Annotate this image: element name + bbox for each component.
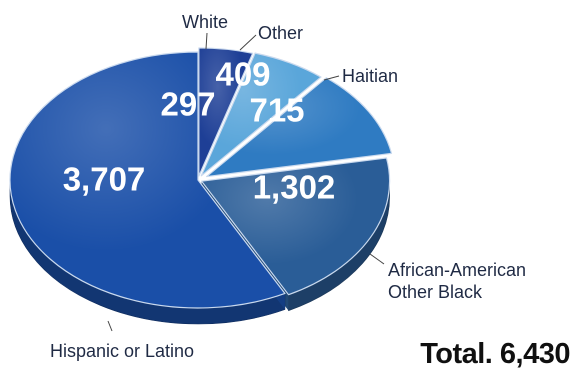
value-label-5: 3,707 [63, 161, 146, 198]
value-label-3: 715 [249, 92, 304, 129]
value-label-2: 409 [215, 56, 270, 93]
leader-line-5 [107, 320, 113, 332]
total-label: Total. 6,430 [420, 338, 570, 370]
pie-top-faces [9, 47, 393, 309]
category-label-4-line-1: African-American [388, 260, 526, 280]
category-label-3: Haitian [342, 66, 398, 86]
category-label-4-line-2: Other Black [388, 282, 483, 302]
leader-line-1 [205, 32, 208, 50]
leader-line-4 [369, 253, 385, 265]
value-label-1: 297 [160, 86, 215, 123]
leader-line-3 [323, 75, 340, 81]
slice-gloss-1 [198, 47, 253, 176]
category-label-5: Hispanic or Latino [50, 341, 194, 361]
slice-gloss-4 [201, 157, 390, 295]
leader-lines [107, 32, 385, 332]
slice-gloss-3 [206, 77, 392, 177]
leader-line-2 [239, 34, 257, 51]
category-label-2: Other [258, 23, 303, 43]
category-label-1: White [182, 12, 228, 32]
value-label-4: 1,302 [253, 169, 336, 206]
slice-gloss-5 [9, 52, 285, 308]
slice-gloss-2 [201, 53, 321, 176]
